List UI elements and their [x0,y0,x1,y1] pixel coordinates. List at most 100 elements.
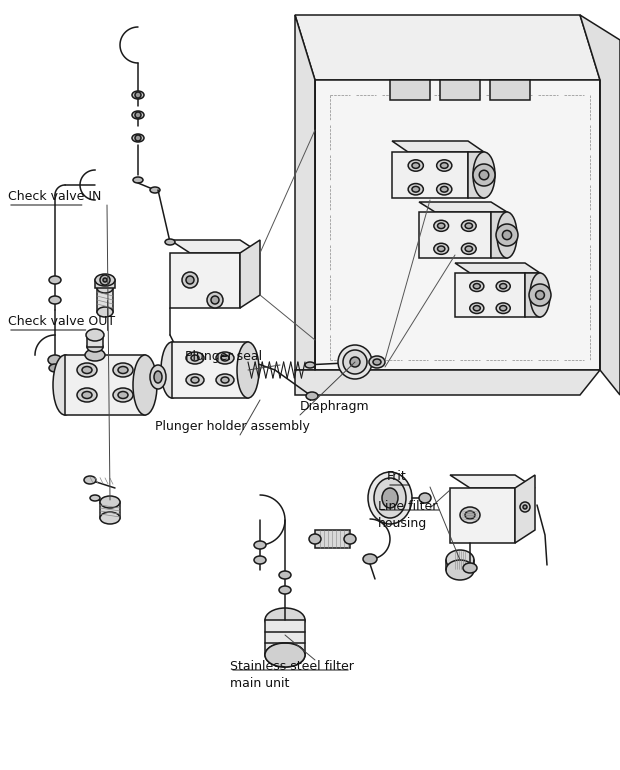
Ellipse shape [373,359,381,365]
Polygon shape [295,15,600,80]
Text: Check valve IN: Check valve IN [8,190,102,203]
Ellipse shape [412,162,420,169]
Ellipse shape [254,556,266,564]
Ellipse shape [265,643,305,667]
Ellipse shape [49,276,61,284]
Ellipse shape [436,183,452,195]
Ellipse shape [306,392,318,400]
Ellipse shape [77,363,97,377]
Ellipse shape [343,350,367,374]
Ellipse shape [82,367,92,373]
Polygon shape [95,280,115,288]
Text: Line filter
housing: Line filter housing [378,500,437,530]
Circle shape [529,284,551,306]
Ellipse shape [461,243,476,254]
Ellipse shape [496,281,510,292]
Ellipse shape [265,643,305,667]
Ellipse shape [530,273,550,317]
Ellipse shape [350,357,360,367]
Polygon shape [315,80,600,370]
Circle shape [103,278,107,282]
Polygon shape [392,152,468,198]
Text: Plunger seal: Plunger seal [185,350,262,363]
Polygon shape [455,273,525,317]
Ellipse shape [254,541,266,549]
Ellipse shape [133,177,143,183]
Polygon shape [440,80,480,100]
Ellipse shape [465,223,472,229]
Circle shape [100,275,110,285]
Ellipse shape [221,377,229,383]
Ellipse shape [100,512,120,524]
Ellipse shape [500,283,507,289]
Circle shape [182,272,198,288]
Ellipse shape [186,374,204,386]
Ellipse shape [97,307,113,317]
Polygon shape [295,370,600,395]
Ellipse shape [363,554,377,564]
Ellipse shape [154,371,162,383]
Ellipse shape [165,239,175,245]
Ellipse shape [216,374,234,386]
Ellipse shape [309,534,321,544]
Circle shape [502,230,512,239]
Ellipse shape [500,306,507,311]
Circle shape [207,292,223,308]
Text: Plunger holder assembly: Plunger holder assembly [155,420,310,433]
Circle shape [523,505,527,509]
Ellipse shape [100,496,120,508]
Ellipse shape [460,507,480,523]
Ellipse shape [470,303,484,313]
Ellipse shape [305,362,315,368]
Polygon shape [419,202,507,212]
Ellipse shape [133,355,157,415]
Ellipse shape [436,160,452,171]
Ellipse shape [434,220,448,231]
Ellipse shape [161,342,183,398]
Ellipse shape [191,355,199,361]
Ellipse shape [87,342,103,352]
Text: Stainless steel filter
main unit: Stainless steel filter main unit [230,660,354,690]
Polygon shape [450,488,515,543]
Polygon shape [490,80,530,100]
Ellipse shape [216,352,234,364]
Ellipse shape [438,246,445,252]
Ellipse shape [434,243,448,254]
Polygon shape [87,335,103,347]
Ellipse shape [191,377,199,383]
Ellipse shape [118,391,128,399]
Circle shape [186,276,194,284]
Ellipse shape [473,152,495,198]
Polygon shape [170,240,260,253]
Ellipse shape [461,220,476,231]
Ellipse shape [49,296,61,304]
Ellipse shape [412,186,420,192]
Ellipse shape [419,493,431,503]
Ellipse shape [368,472,412,524]
Ellipse shape [150,365,166,389]
Circle shape [473,164,495,186]
Ellipse shape [408,160,423,171]
Circle shape [520,502,530,512]
Polygon shape [525,273,540,317]
Ellipse shape [221,355,229,361]
Ellipse shape [463,563,477,573]
Ellipse shape [465,511,475,519]
Polygon shape [580,15,620,395]
Ellipse shape [150,187,160,193]
Ellipse shape [118,367,128,373]
Circle shape [211,296,219,304]
Polygon shape [65,355,145,415]
Ellipse shape [497,212,517,258]
Ellipse shape [265,608,305,632]
Circle shape [135,112,141,118]
Ellipse shape [90,495,100,501]
Polygon shape [172,342,248,398]
Polygon shape [450,475,535,488]
Ellipse shape [473,283,480,289]
Polygon shape [390,80,430,100]
Ellipse shape [113,363,133,377]
Polygon shape [170,253,240,308]
Ellipse shape [49,364,61,372]
Polygon shape [100,502,120,518]
